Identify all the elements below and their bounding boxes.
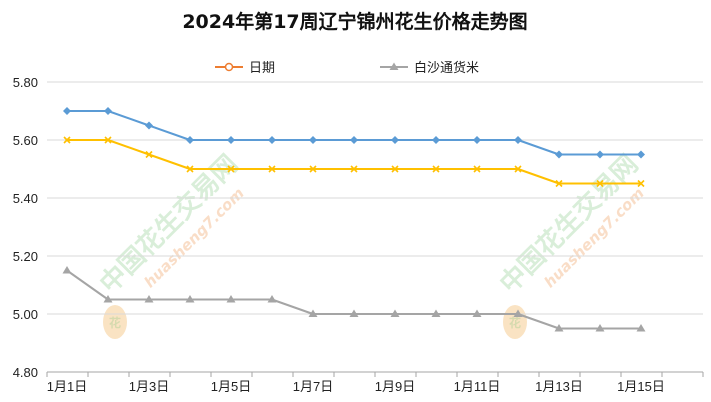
data-point (473, 136, 481, 144)
legend-marker-date (224, 62, 234, 72)
data-point (63, 107, 71, 115)
watermark-text: 中国花生交易网 (94, 149, 245, 300)
series-group (62, 107, 646, 332)
data-point (227, 165, 235, 173)
x-tick-label: 1月13日 (535, 379, 583, 394)
data-point (431, 309, 441, 317)
data-point (595, 324, 605, 332)
data-point (637, 150, 645, 159)
data-point (226, 295, 236, 303)
data-point (350, 136, 358, 144)
data-point (186, 136, 194, 144)
data-point (637, 179, 645, 188)
data-point (308, 309, 318, 317)
x-tick-label: 1月1日 (47, 379, 87, 394)
x-tick-label: 1月11日 (454, 379, 501, 394)
data-point (267, 295, 277, 303)
data-point (309, 165, 317, 173)
data-point (185, 295, 195, 303)
x-tick-label: 1月5日 (211, 379, 251, 394)
data-point (268, 165, 276, 173)
data-point (554, 324, 564, 332)
data-point (104, 107, 112, 115)
y-tick-label: 5.60 (13, 133, 38, 148)
data-point (390, 309, 400, 317)
y-tick-label: 4.80 (13, 365, 38, 380)
x-tick-label: 1月7日 (293, 379, 333, 394)
x-tick-label: 1月3日 (129, 379, 169, 394)
data-point (391, 165, 399, 173)
data-point (432, 165, 440, 173)
data-point (432, 136, 440, 144)
data-point (268, 136, 276, 144)
axes: 5.80 5.60 5.40 5.20 5.00 4.80 1月1日 1月3日 1月5日 1月7日… (13, 75, 704, 394)
data-point (349, 309, 359, 317)
data-point (350, 165, 358, 173)
chart-title: 2024年第17周辽宁锦州花生价格走势图 (182, 10, 527, 33)
data-point (555, 150, 563, 159)
data-point (555, 179, 563, 188)
data-point (309, 136, 317, 144)
legend-marker-baisha (389, 62, 399, 70)
y-tick-label: 5.40 (13, 191, 38, 206)
data-point (145, 121, 153, 130)
data-point (104, 136, 112, 144)
data-point (103, 295, 113, 303)
data-point (472, 309, 482, 317)
legend-label-baisha: 白沙通货米 (414, 60, 479, 76)
data-point (145, 150, 153, 159)
data-point (596, 179, 604, 188)
data-point (473, 165, 481, 173)
data-point (63, 136, 71, 144)
y-tick-label: 5.20 (13, 249, 38, 264)
y-tick-label: 5.80 (13, 75, 38, 90)
watermark-logo-char: 花 (509, 315, 521, 330)
data-point (227, 136, 235, 144)
y-tick-label: 5.00 (13, 307, 38, 322)
x-tick-label: 1月9日 (375, 379, 415, 394)
legend: 日期 白沙通货米 (215, 60, 479, 76)
data-point (514, 165, 522, 173)
data-point (186, 165, 194, 173)
watermark-logo-char: 花 (109, 315, 121, 330)
data-point (636, 324, 646, 332)
data-point (514, 136, 522, 144)
data-point (596, 150, 604, 159)
x-tick-label: 1月15日 (617, 379, 665, 394)
series-line-1 (67, 110, 641, 156)
data-point (62, 266, 72, 274)
legend-label-date: 日期 (249, 61, 275, 76)
data-point (391, 136, 399, 144)
series-line-2 (67, 139, 641, 185)
data-point (513, 309, 523, 317)
data-point (144, 295, 154, 303)
